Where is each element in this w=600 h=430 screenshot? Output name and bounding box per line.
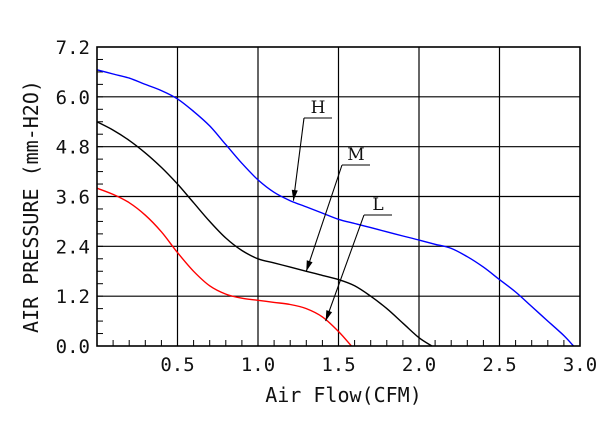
annotation-arrowhead xyxy=(306,260,313,272)
y-tick-label: 4.8 xyxy=(56,137,90,159)
annotation-leader xyxy=(292,117,305,201)
annotation-arrowhead xyxy=(325,310,333,322)
grid xyxy=(97,47,580,346)
annotation-label: M xyxy=(347,145,364,165)
annotation-label: L xyxy=(372,195,383,215)
annotation-leader xyxy=(305,164,343,272)
series-line-h xyxy=(96,69,575,347)
annotation-arrowhead xyxy=(291,189,298,201)
x-tick-label: 1.5 xyxy=(321,354,355,376)
series-line-l xyxy=(96,187,352,347)
series-lines xyxy=(96,69,575,347)
y-tick-label: 3.6 xyxy=(56,187,90,209)
x-tick-label: 0.5 xyxy=(160,354,194,376)
x-tick-label: 2.0 xyxy=(402,354,436,376)
series-line-m xyxy=(96,121,433,347)
x-tick-label: 2.5 xyxy=(482,354,516,376)
annotation-h: H xyxy=(291,98,332,201)
series-annotations: H M L xyxy=(291,98,392,322)
x-tick-label: 3.0 xyxy=(563,354,597,376)
annotation-l: L xyxy=(325,195,392,322)
y-tick-label: 1.2 xyxy=(56,286,90,308)
y-tick-label: 7.2 xyxy=(56,37,90,59)
y-tick-label: 0.0 xyxy=(56,336,90,358)
y-tick-label: 6.0 xyxy=(56,87,90,109)
x-tick-labels: 0.5 1.0 1.5 2.0 2.5 3.0 xyxy=(160,354,597,376)
y-axis-title: AIR PRESSURE (mm-H2O) xyxy=(19,80,43,333)
minor-ticks xyxy=(97,58,565,346)
y-tick-labels: 0.0 1.2 2.4 3.6 4.8 6.0 7.2 xyxy=(56,37,90,358)
annotation-m: M xyxy=(305,145,370,272)
y-tick-label: 2.4 xyxy=(56,236,90,258)
annotation-label: H xyxy=(311,98,326,118)
x-tick-label: 1.0 xyxy=(241,354,275,376)
annotation-leader xyxy=(325,214,365,322)
plot-frame xyxy=(96,46,581,347)
x-axis-title: Air Flow(CFM) xyxy=(265,383,422,407)
